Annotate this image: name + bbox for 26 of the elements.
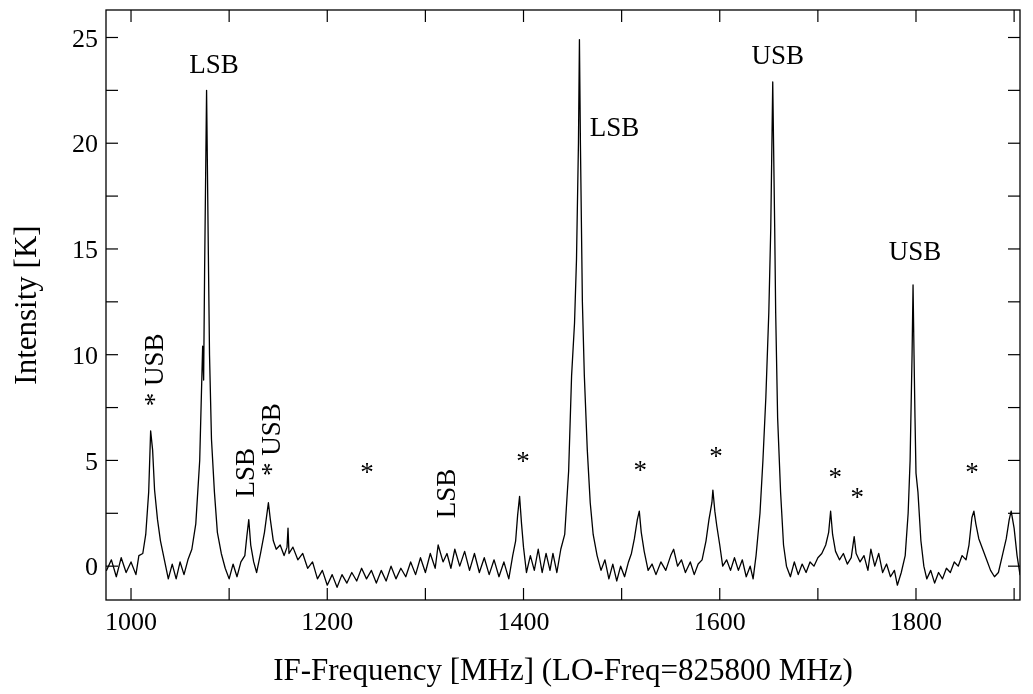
x-tick-label: 1800 (889, 607, 942, 636)
x-tick-label: 1000 (105, 607, 158, 636)
annotation: LSB (189, 48, 239, 79)
x-tick-label: 1200 (301, 607, 354, 636)
annotation: * (633, 454, 648, 485)
annotation: * (709, 441, 723, 472)
annotation: * (850, 482, 864, 513)
x-tick-label: 1600 (693, 607, 746, 636)
y-tick-label: 10 (72, 340, 98, 370)
y-tick-label: 0 (85, 552, 98, 582)
y-axis-title: Intensity [K] (8, 225, 43, 385)
annotation: USB (751, 40, 804, 71)
x-axis-title: IF-Frequency [MHz] (LO-Freq=825800 MHz) (273, 652, 853, 687)
y-tick-label: 25 (72, 23, 98, 53)
annotation: * (828, 461, 842, 492)
x-tick-label: 1400 (497, 607, 550, 636)
annotation: * (965, 456, 979, 487)
annotation: * (516, 445, 530, 476)
y-tick-label: 20 (72, 129, 98, 159)
y-tick-label: 15 (72, 235, 98, 265)
annotation: LSB (589, 112, 640, 143)
annotation: USB (888, 236, 942, 267)
y-tick-label: 5 (85, 446, 98, 476)
annotation: LSB (431, 468, 462, 519)
annotation: * (360, 457, 374, 488)
annotation: * USB (139, 333, 170, 407)
